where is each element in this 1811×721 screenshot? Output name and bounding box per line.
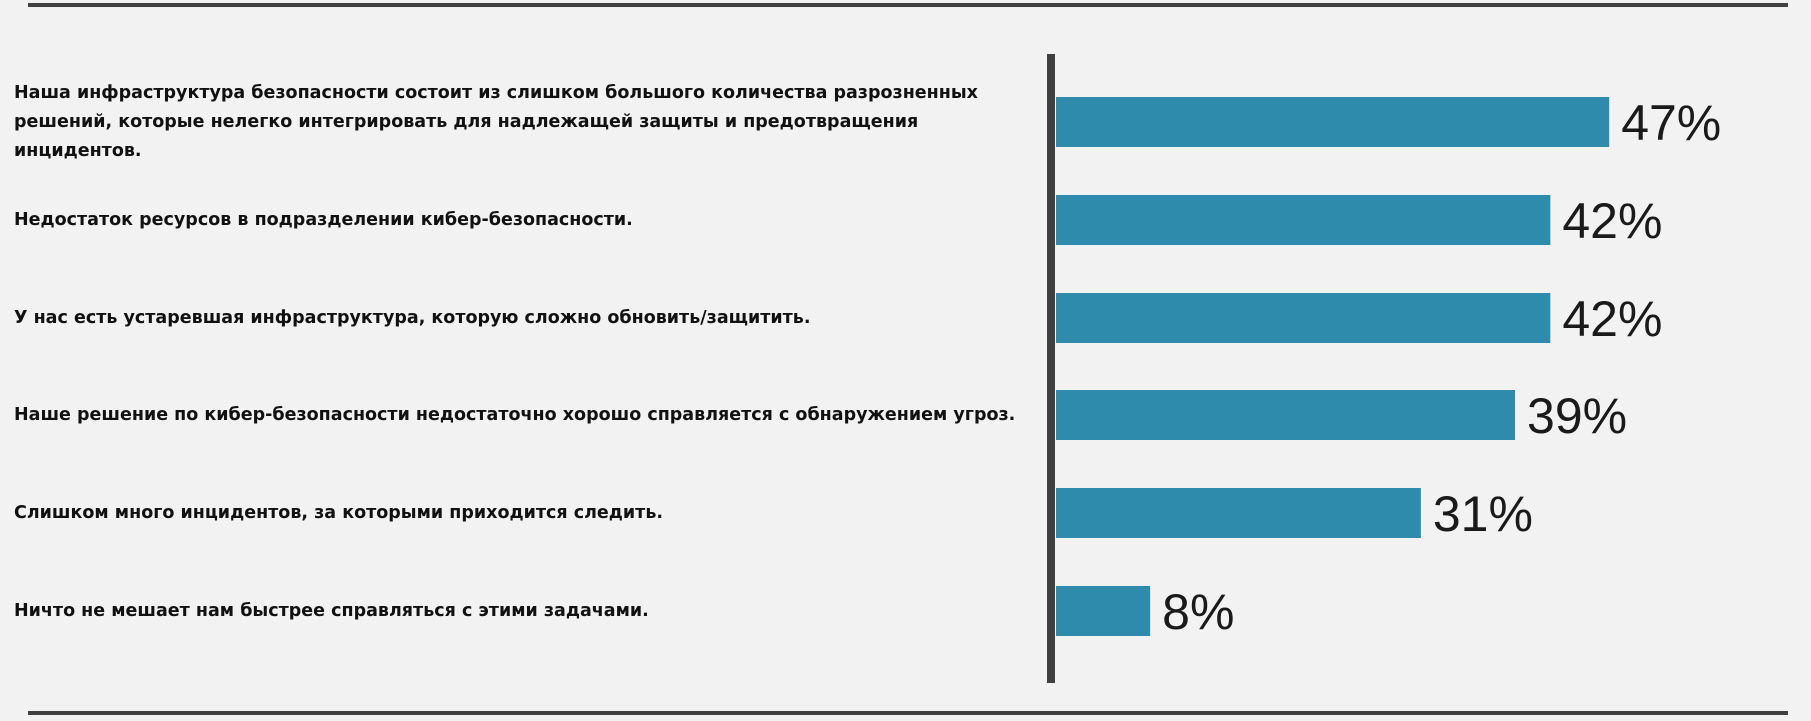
bottom-divider — [28, 711, 1788, 715]
category-label-6: Ничто не мешает нам быстрее справляться … — [14, 600, 649, 621]
value-label-4: 39% — [1527, 388, 1627, 444]
value-label-3: 42% — [1562, 291, 1662, 347]
category-label-3: У нас есть устаревшая инфраструктура, ко… — [14, 307, 811, 328]
y-axis-line — [1047, 54, 1055, 683]
category-label-2: Недостаток ресурсов в подразделении кибе… — [14, 209, 633, 230]
bar-2 — [1056, 195, 1551, 245]
top-divider — [28, 3, 1788, 7]
bar-3 — [1056, 293, 1551, 343]
bar-5 — [1056, 488, 1421, 538]
value-label-6: 8% — [1162, 584, 1234, 640]
bar-6 — [1056, 586, 1151, 636]
category-label-1: Наша инфраструктура безопасности состоит… — [14, 82, 978, 161]
value-label-2: 42% — [1562, 193, 1662, 249]
bar-4 — [1056, 390, 1516, 440]
category-label-4: Наше решение по кибер-безопасности недос… — [14, 404, 1016, 425]
value-label-5: 31% — [1433, 486, 1533, 542]
value-label-1: 47% — [1621, 95, 1721, 151]
category-label-5: Слишком много инцидентов, за которыми пр… — [14, 502, 664, 523]
bar-1 — [1056, 97, 1610, 147]
